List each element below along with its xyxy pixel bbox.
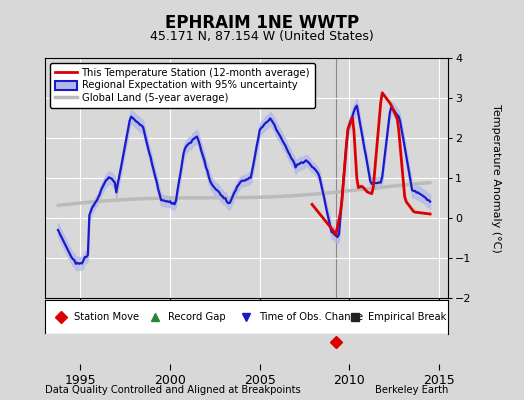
Text: Time of Obs. Change: Time of Obs. Change bbox=[259, 312, 363, 322]
Legend: This Temperature Station (12-month average), Regional Expectation with 95% uncer: This Temperature Station (12-month avera… bbox=[50, 63, 315, 108]
Text: Data Quality Controlled and Aligned at Breakpoints: Data Quality Controlled and Aligned at B… bbox=[45, 385, 300, 395]
Text: Berkeley Earth: Berkeley Earth bbox=[375, 385, 448, 395]
Text: 45.171 N, 87.154 W (United States): 45.171 N, 87.154 W (United States) bbox=[150, 30, 374, 43]
Y-axis label: Temperature Anomaly (°C): Temperature Anomaly (°C) bbox=[491, 104, 501, 252]
Text: Empirical Break: Empirical Break bbox=[368, 312, 446, 322]
Text: Record Gap: Record Gap bbox=[168, 312, 226, 322]
Text: EPHRAIM 1NE WWTP: EPHRAIM 1NE WWTP bbox=[165, 14, 359, 32]
Text: Station Move: Station Move bbox=[73, 312, 139, 322]
